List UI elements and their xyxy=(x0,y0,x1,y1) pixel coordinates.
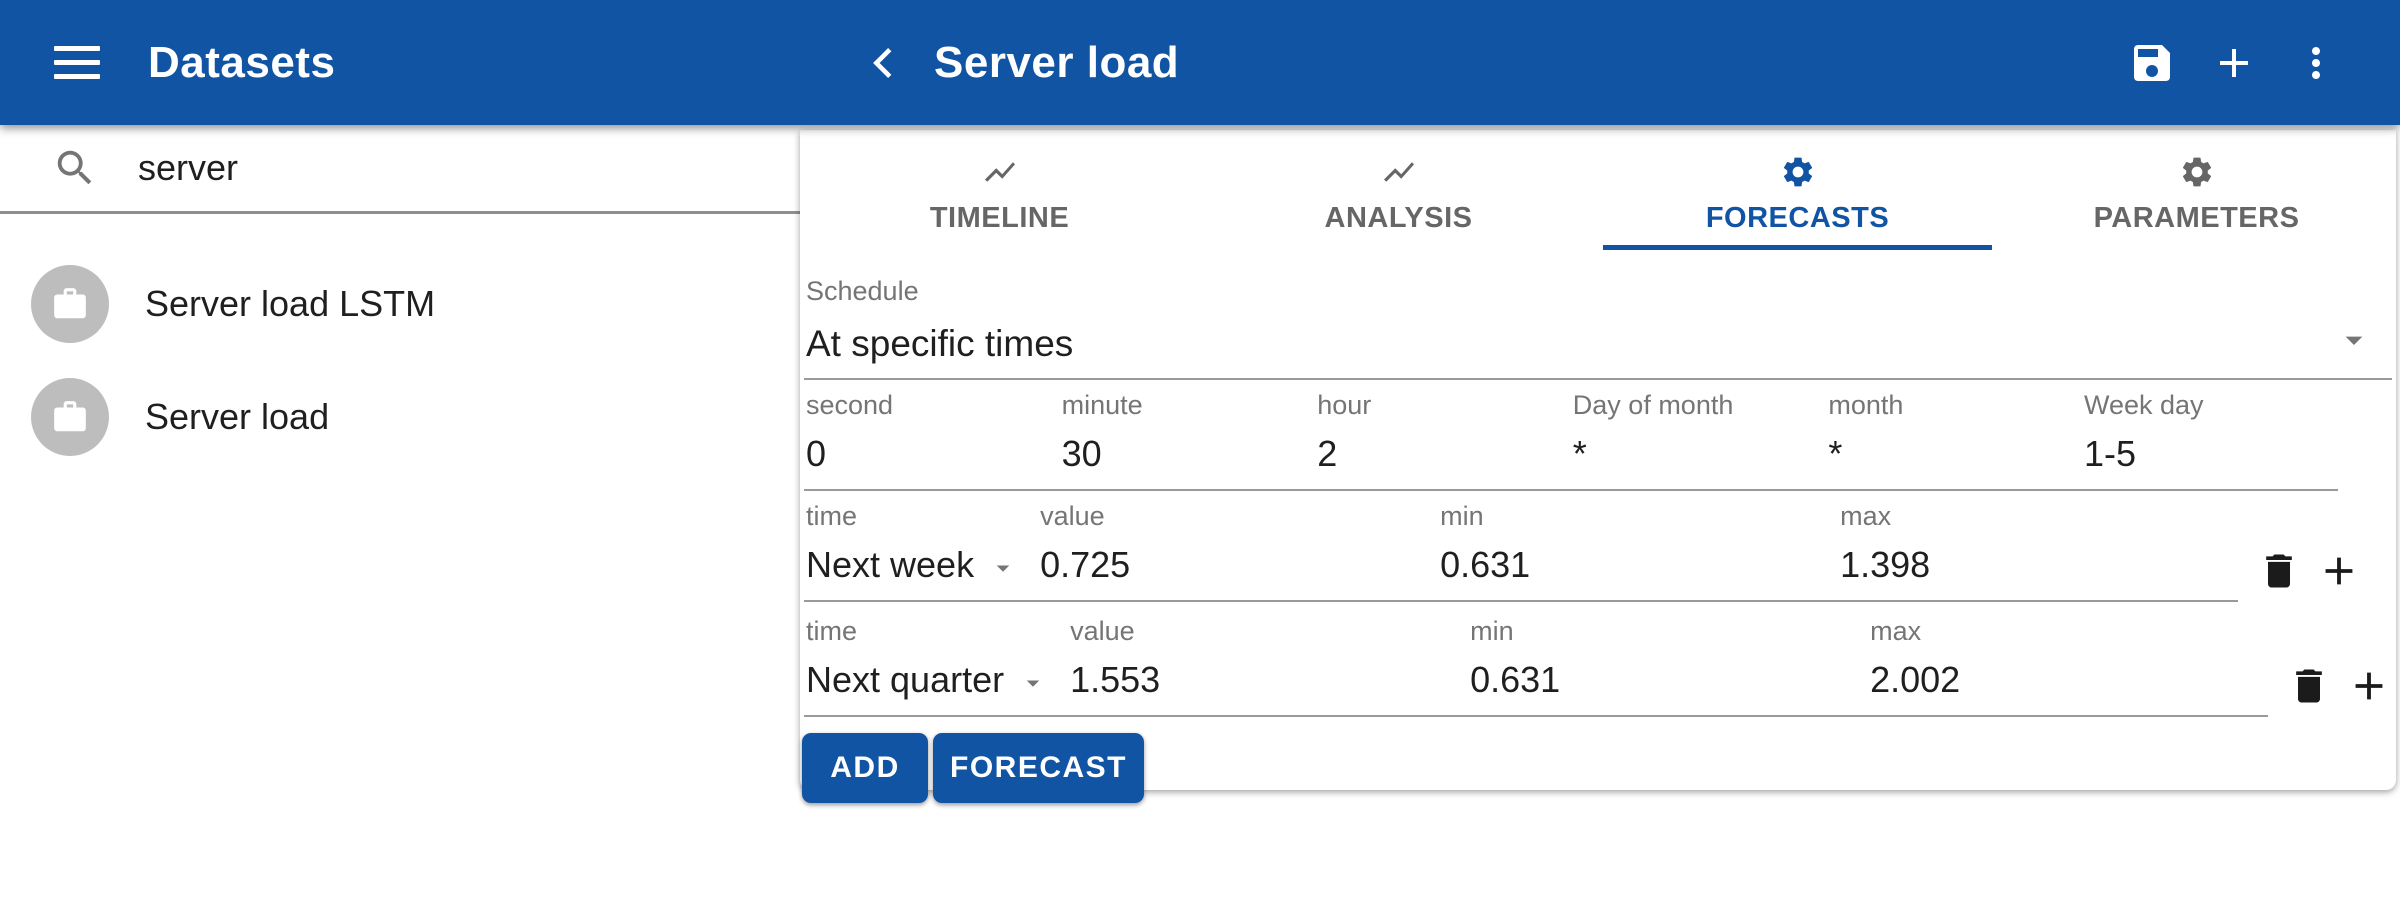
forecast-max-field[interactable]: max 1.398 xyxy=(1838,501,2238,600)
cron-value[interactable]: 1-5 xyxy=(2083,433,2136,474)
forecast-max-field[interactable]: max 2.002 xyxy=(1868,616,2268,715)
cron-fields-row: second 0 minute 30 hour 2 Day of month *… xyxy=(804,390,2338,491)
schedule-label: Schedule xyxy=(806,276,919,306)
tab-forecasts[interactable]: FORECASTS xyxy=(1598,130,1997,250)
forecast-actions: ADD FORECAST xyxy=(802,733,2396,803)
min-label: min xyxy=(1470,616,1514,646)
forecast-value-field[interactable]: value 1.553 xyxy=(1068,616,1468,715)
dataset-detail-card: TIMELINE ANALYSIS FORECASTS PARAMETERS S… xyxy=(800,130,2396,803)
value-value[interactable]: 1.553 xyxy=(1070,659,1161,700)
tab-label: TIMELINE xyxy=(929,202,1070,234)
tab-analysis[interactable]: ANALYSIS xyxy=(1199,130,1598,250)
cron-value[interactable]: * xyxy=(1828,433,1843,474)
tab-bar: TIMELINE ANALYSIS FORECASTS PARAMETERS xyxy=(800,130,2396,250)
page-header: Server load xyxy=(860,38,1179,88)
search-input[interactable] xyxy=(138,147,698,189)
schedule-select[interactable]: Schedule At specific times xyxy=(804,250,2392,380)
forecast-row: time Next week value 0.725 min 0.631 max… xyxy=(804,501,2396,602)
list-item-label: Server load xyxy=(145,395,330,437)
add-row-icon[interactable] xyxy=(2346,663,2392,709)
min-value[interactable]: 0.631 xyxy=(1470,659,1561,700)
max-label: max xyxy=(1840,501,1892,531)
back-chevron-icon[interactable] xyxy=(860,39,908,87)
search-bar xyxy=(0,125,800,214)
delete-row-icon[interactable] xyxy=(2256,548,2302,594)
search-icon xyxy=(57,150,92,185)
min-value[interactable]: 0.631 xyxy=(1440,544,1531,585)
cron-field-week-day[interactable]: Week day 1-5 xyxy=(2082,390,2338,489)
datasets-panel: Server load LSTM Server load xyxy=(0,125,800,900)
value-label: value xyxy=(1070,616,1135,646)
briefcase-avatar-icon xyxy=(31,377,109,456)
min-label: min xyxy=(1440,501,1484,531)
time-label: time xyxy=(806,501,858,531)
cron-value[interactable]: 30 xyxy=(1061,433,1102,474)
forecast-time-select[interactable]: time Next week xyxy=(804,501,1038,600)
tab-parameters[interactable]: PARAMETERS xyxy=(1997,130,2396,250)
cron-value[interactable]: * xyxy=(1572,433,1587,474)
save-icon[interactable] xyxy=(2128,39,2176,87)
cron-label: minute xyxy=(1061,390,1143,420)
tab-label: FORECASTS xyxy=(1705,202,1890,234)
cron-value[interactable]: 0 xyxy=(806,433,827,474)
cron-field-second[interactable]: second 0 xyxy=(804,390,1060,489)
cron-label: Week day xyxy=(2083,390,2204,420)
cron-field-minute[interactable]: minute 30 xyxy=(1060,390,1316,489)
time-value: Next week xyxy=(806,544,975,585)
cron-field-month[interactable]: month * xyxy=(1826,390,2082,489)
app-bar-actions xyxy=(2128,39,2340,87)
value-value[interactable]: 0.725 xyxy=(1040,544,1131,585)
caret-down-icon xyxy=(996,565,1010,572)
add-row-icon[interactable] xyxy=(2316,548,2362,594)
forecast-value-field[interactable]: value 0.725 xyxy=(1038,501,1438,600)
cron-label: month xyxy=(1828,390,1904,420)
time-label: time xyxy=(806,616,858,646)
app-bar: Datasets Server load xyxy=(0,0,2400,125)
tab-timeline[interactable]: TIMELINE xyxy=(800,130,1199,250)
forecast-button[interactable]: FORECAST xyxy=(933,733,1144,803)
add-button[interactable]: ADD xyxy=(802,733,928,803)
app-title: Datasets xyxy=(148,37,336,87)
value-label: value xyxy=(1040,501,1105,531)
page-title: Server load xyxy=(934,37,1180,87)
forecast-row: time Next quarter value 1.553 min 0.631 … xyxy=(804,616,2396,717)
caret-down-icon xyxy=(1026,680,1040,687)
schedule-value: At specific times xyxy=(806,323,1074,364)
cron-value[interactable]: 2 xyxy=(1317,433,1338,474)
cron-label: Day of month xyxy=(1572,390,1734,420)
hamburger-menu-icon[interactable] xyxy=(54,46,100,80)
delete-row-icon[interactable] xyxy=(2286,663,2332,709)
briefcase-avatar-icon xyxy=(31,264,109,343)
kebab-menu-icon[interactable] xyxy=(2292,39,2340,87)
add-icon[interactable] xyxy=(2210,39,2258,87)
list-item-label: Server load LSTM xyxy=(145,282,436,324)
caret-down-icon xyxy=(2345,336,2363,345)
list-item-server-load-lstm[interactable]: Server load LSTM xyxy=(0,247,800,360)
tab-label: ANALYSIS xyxy=(1324,202,1473,234)
time-value: Next quarter xyxy=(806,659,1005,700)
max-value[interactable]: 1.398 xyxy=(1840,544,1931,585)
forecast-time-select[interactable]: time Next quarter xyxy=(804,616,1068,715)
forecast-min-field[interactable]: min 0.631 xyxy=(1438,501,1838,600)
max-label: max xyxy=(1870,616,1922,646)
list-item-server-load[interactable]: Server load xyxy=(0,360,800,473)
cron-field-day-of-month[interactable]: Day of month * xyxy=(1571,390,1827,489)
tab-label: PARAMETERS xyxy=(2093,202,2300,234)
cron-field-hour[interactable]: hour 2 xyxy=(1315,390,1571,489)
cron-label: second xyxy=(806,390,894,420)
max-value[interactable]: 2.002 xyxy=(1870,659,1961,700)
forecast-min-field[interactable]: min 0.631 xyxy=(1468,616,1868,715)
dataset-list: Server load LSTM Server load xyxy=(0,214,800,473)
cron-label: hour xyxy=(1317,390,1372,420)
